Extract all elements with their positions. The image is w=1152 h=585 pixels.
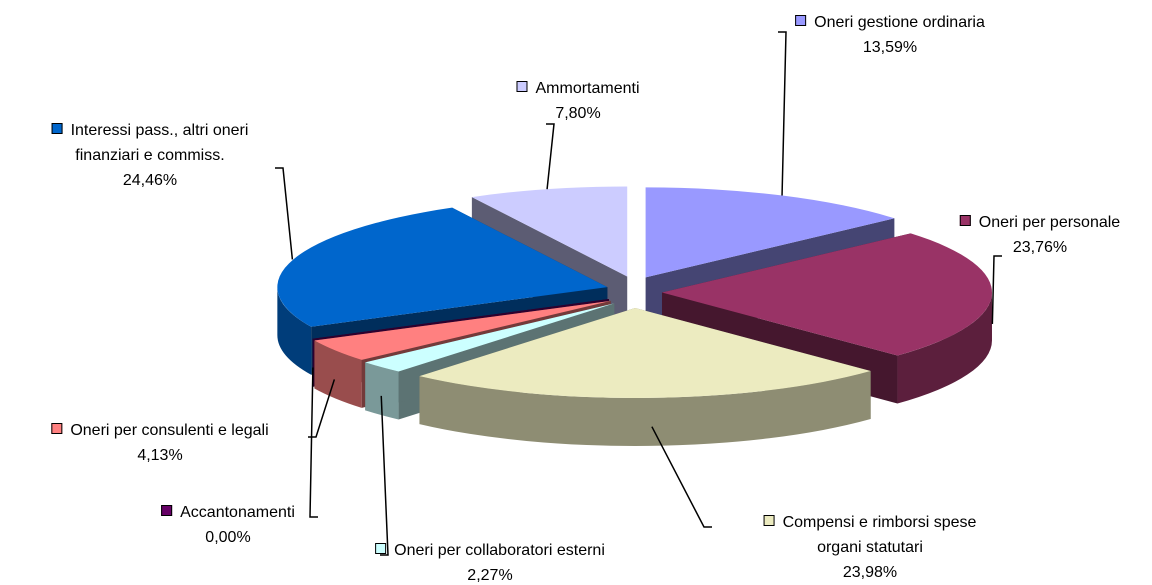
- value-label: 4,13%: [137, 447, 183, 464]
- slice: [314, 300, 611, 360]
- legend-swatch: [795, 15, 807, 26]
- value-label: 0,00%: [205, 529, 251, 546]
- slice: [419, 307, 871, 398]
- legend-label: Oneri gestione ordinaria: [814, 14, 985, 31]
- slice: [661, 233, 992, 356]
- legend-swatch: [161, 505, 173, 516]
- legend-swatch: [51, 423, 63, 434]
- leader-line: [308, 379, 336, 438]
- slice: [365, 303, 615, 372]
- value-label: 2,27%: [467, 567, 513, 584]
- legend-swatch: [516, 81, 528, 92]
- value-label: 23,98%: [842, 564, 898, 581]
- legend-label: Compensi e rimborsi spese organi statuta…: [782, 514, 977, 556]
- slice-wall: [419, 371, 871, 446]
- leader-line: [778, 31, 787, 196]
- slice: [277, 207, 608, 327]
- value-label: 7,80%: [555, 105, 601, 122]
- leader-line: [380, 395, 389, 556]
- slice-wall: [365, 362, 399, 420]
- legend-swatch: [763, 515, 775, 526]
- legend-label: Oneri per collaboratori esterni: [394, 542, 605, 559]
- legend-swatch: [375, 543, 387, 554]
- value-label: 13,59%: [862, 39, 918, 56]
- slice-label: Compensi e rimborsi spese organi statuta…: [763, 510, 977, 585]
- legend-label: Oneri per personale: [978, 214, 1121, 231]
- legend-label: Interessi pass., altri oneri finanziari …: [70, 122, 249, 164]
- leader-line: [275, 167, 294, 260]
- legend-swatch: [51, 123, 63, 134]
- leader-line: [309, 367, 318, 518]
- slice: [645, 187, 895, 278]
- slice: [471, 186, 628, 277]
- slice-label: Oneri per personale 23,76%: [959, 210, 1121, 260]
- slice-wall: [277, 287, 312, 375]
- leader-line: [991, 255, 1002, 324]
- legend-label: Oneri per consulenti e legali: [70, 422, 269, 439]
- value-label: 23,76%: [1012, 239, 1068, 256]
- slice-label: Oneri per consulenti e legali 4,13%: [51, 418, 269, 468]
- legend-label: Ammortamenti: [535, 80, 640, 97]
- leader-line: [546, 123, 555, 190]
- legend-swatch: [959, 215, 971, 226]
- slice-label: Interessi pass., altri oneri finanziari …: [51, 118, 249, 193]
- legend-label: Accantonamenti: [180, 504, 295, 521]
- slice-label: Oneri per collaboratori esterni 2,27%: [375, 538, 605, 585]
- slice-label: Oneri gestione ordinaria 13,59%: [795, 10, 985, 60]
- slice-wall: [314, 340, 362, 408]
- value-label: 24,46%: [122, 172, 178, 189]
- leader-line: [651, 426, 712, 528]
- slice-label: Ammortamenti 7,80%: [516, 76, 640, 126]
- slice-wall: [897, 292, 992, 404]
- slice-label: Accantonamenti 0,00%: [161, 500, 295, 550]
